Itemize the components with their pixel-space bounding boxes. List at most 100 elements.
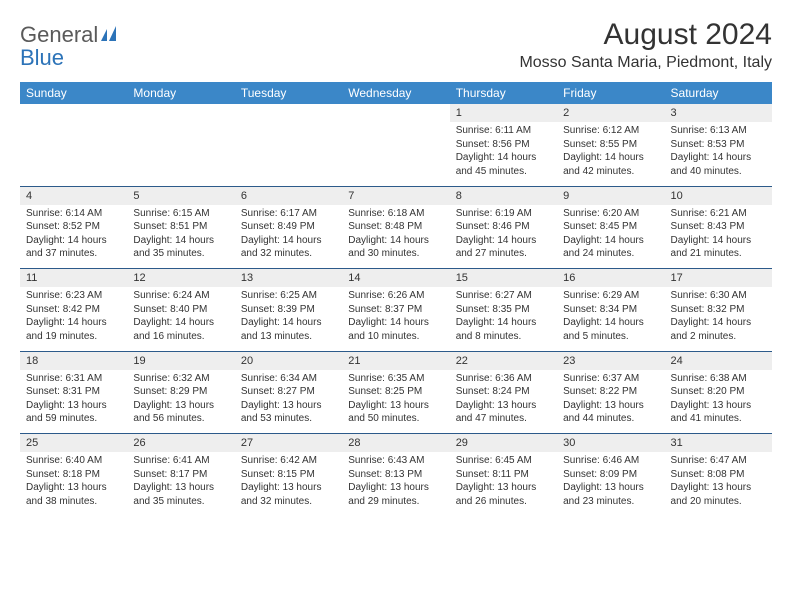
daylight-text: Daylight: 13 hours and 50 minutes. [348, 399, 443, 426]
sunset-text: Sunset: 8:11 PM [456, 468, 551, 482]
day-detail-cell: Sunrise: 6:46 AMSunset: 8:09 PMDaylight:… [557, 452, 664, 516]
sunset-text: Sunset: 8:09 PM [563, 468, 658, 482]
day-number-cell: 5 [127, 186, 234, 205]
sunrise-text: Sunrise: 6:43 AM [348, 454, 443, 468]
daylight-text: Daylight: 13 hours and 59 minutes. [26, 399, 121, 426]
sunset-text: Sunset: 8:34 PM [563, 303, 658, 317]
sunset-text: Sunset: 8:31 PM [26, 385, 121, 399]
detail-row: Sunrise: 6:11 AMSunset: 8:56 PMDaylight:… [20, 122, 772, 186]
day-number-cell: 15 [450, 269, 557, 288]
daylight-text: Daylight: 14 hours and 19 minutes. [26, 316, 121, 343]
sunrise-text: Sunrise: 6:26 AM [348, 289, 443, 303]
daylight-text: Daylight: 14 hours and 42 minutes. [563, 151, 658, 178]
sunset-text: Sunset: 8:22 PM [563, 385, 658, 399]
dow-row: Sunday Monday Tuesday Wednesday Thursday… [20, 82, 772, 104]
day-detail-cell: Sunrise: 6:34 AMSunset: 8:27 PMDaylight:… [235, 370, 342, 434]
sunset-text: Sunset: 8:42 PM [26, 303, 121, 317]
daylight-text: Daylight: 13 hours and 20 minutes. [671, 481, 766, 508]
sunset-text: Sunset: 8:18 PM [26, 468, 121, 482]
daylight-text: Daylight: 13 hours and 47 minutes. [456, 399, 551, 426]
day-number-cell: 9 [557, 186, 664, 205]
sunrise-text: Sunrise: 6:14 AM [26, 207, 121, 221]
sunset-text: Sunset: 8:56 PM [456, 138, 551, 152]
dow-tue: Tuesday [235, 82, 342, 104]
sunset-text: Sunset: 8:13 PM [348, 468, 443, 482]
day-number-cell: 29 [450, 434, 557, 453]
day-number-cell: 13 [235, 269, 342, 288]
daylight-text: Daylight: 14 hours and 8 minutes. [456, 316, 551, 343]
day-detail-cell: Sunrise: 6:30 AMSunset: 8:32 PMDaylight:… [665, 287, 772, 351]
day-number-cell: 23 [557, 351, 664, 370]
day-detail-cell: Sunrise: 6:14 AMSunset: 8:52 PMDaylight:… [20, 205, 127, 269]
sunset-text: Sunset: 8:53 PM [671, 138, 766, 152]
sunset-text: Sunset: 8:35 PM [456, 303, 551, 317]
daylight-text: Daylight: 14 hours and 10 minutes. [348, 316, 443, 343]
sunset-text: Sunset: 8:45 PM [563, 220, 658, 234]
sunrise-text: Sunrise: 6:36 AM [456, 372, 551, 386]
day-detail-cell: Sunrise: 6:24 AMSunset: 8:40 PMDaylight:… [127, 287, 234, 351]
sunrise-text: Sunrise: 6:34 AM [241, 372, 336, 386]
day-detail-cell: Sunrise: 6:19 AMSunset: 8:46 PMDaylight:… [450, 205, 557, 269]
day-number-cell: 30 [557, 434, 664, 453]
sunrise-text: Sunrise: 6:30 AM [671, 289, 766, 303]
day-number-cell: 6 [235, 186, 342, 205]
sunset-text: Sunset: 8:29 PM [133, 385, 228, 399]
calendar-table: Sunday Monday Tuesday Wednesday Thursday… [20, 82, 772, 516]
sunrise-text: Sunrise: 6:17 AM [241, 207, 336, 221]
day-number-cell: 19 [127, 351, 234, 370]
day-number-cell: 18 [20, 351, 127, 370]
daynum-row: 123 [20, 104, 772, 122]
daylight-text: Daylight: 13 hours and 29 minutes. [348, 481, 443, 508]
day-number-cell: 3 [665, 104, 772, 122]
day-number-cell [127, 104, 234, 122]
daylight-text: Daylight: 14 hours and 5 minutes. [563, 316, 658, 343]
sunset-text: Sunset: 8:46 PM [456, 220, 551, 234]
logo-general: General [20, 22, 98, 47]
sunrise-text: Sunrise: 6:15 AM [133, 207, 228, 221]
daylight-text: Daylight: 14 hours and 2 minutes. [671, 316, 766, 343]
sunset-text: Sunset: 8:08 PM [671, 468, 766, 482]
daylight-text: Daylight: 13 hours and 44 minutes. [563, 399, 658, 426]
day-number-cell: 20 [235, 351, 342, 370]
daynum-row: 18192021222324 [20, 351, 772, 370]
daylight-text: Daylight: 14 hours and 13 minutes. [241, 316, 336, 343]
day-detail-cell: Sunrise: 6:23 AMSunset: 8:42 PMDaylight:… [20, 287, 127, 351]
sunset-text: Sunset: 8:51 PM [133, 220, 228, 234]
day-number-cell [342, 104, 449, 122]
day-detail-cell: Sunrise: 6:37 AMSunset: 8:22 PMDaylight:… [557, 370, 664, 434]
sunrise-text: Sunrise: 6:20 AM [563, 207, 658, 221]
sunrise-text: Sunrise: 6:24 AM [133, 289, 228, 303]
day-number-cell: 21 [342, 351, 449, 370]
day-detail-cell: Sunrise: 6:32 AMSunset: 8:29 PMDaylight:… [127, 370, 234, 434]
day-number-cell: 8 [450, 186, 557, 205]
dow-fri: Friday [557, 82, 664, 104]
day-detail-cell: Sunrise: 6:21 AMSunset: 8:43 PMDaylight:… [665, 205, 772, 269]
daylight-text: Daylight: 13 hours and 26 minutes. [456, 481, 551, 508]
daylight-text: Daylight: 14 hours and 40 minutes. [671, 151, 766, 178]
day-detail-cell: Sunrise: 6:36 AMSunset: 8:24 PMDaylight:… [450, 370, 557, 434]
daylight-text: Daylight: 14 hours and 21 minutes. [671, 234, 766, 261]
month-title: August 2024 [519, 18, 772, 52]
sunrise-text: Sunrise: 6:29 AM [563, 289, 658, 303]
day-number-cell: 26 [127, 434, 234, 453]
sunset-text: Sunset: 8:40 PM [133, 303, 228, 317]
sunrise-text: Sunrise: 6:21 AM [671, 207, 766, 221]
day-detail-cell: Sunrise: 6:15 AMSunset: 8:51 PMDaylight:… [127, 205, 234, 269]
sunset-text: Sunset: 8:39 PM [241, 303, 336, 317]
sunset-text: Sunset: 8:15 PM [241, 468, 336, 482]
logo: General Blue [20, 18, 122, 70]
dow-wed: Wednesday [342, 82, 449, 104]
dow-thu: Thursday [450, 82, 557, 104]
sunrise-text: Sunrise: 6:18 AM [348, 207, 443, 221]
detail-row: Sunrise: 6:23 AMSunset: 8:42 PMDaylight:… [20, 287, 772, 351]
day-detail-cell: Sunrise: 6:20 AMSunset: 8:45 PMDaylight:… [557, 205, 664, 269]
sunrise-text: Sunrise: 6:31 AM [26, 372, 121, 386]
day-number-cell: 31 [665, 434, 772, 453]
daylight-text: Daylight: 13 hours and 32 minutes. [241, 481, 336, 508]
day-number-cell [235, 104, 342, 122]
sunrise-text: Sunrise: 6:41 AM [133, 454, 228, 468]
dow-mon: Monday [127, 82, 234, 104]
sunset-text: Sunset: 8:17 PM [133, 468, 228, 482]
day-detail-cell: Sunrise: 6:47 AMSunset: 8:08 PMDaylight:… [665, 452, 772, 516]
sails-icon [100, 26, 122, 47]
